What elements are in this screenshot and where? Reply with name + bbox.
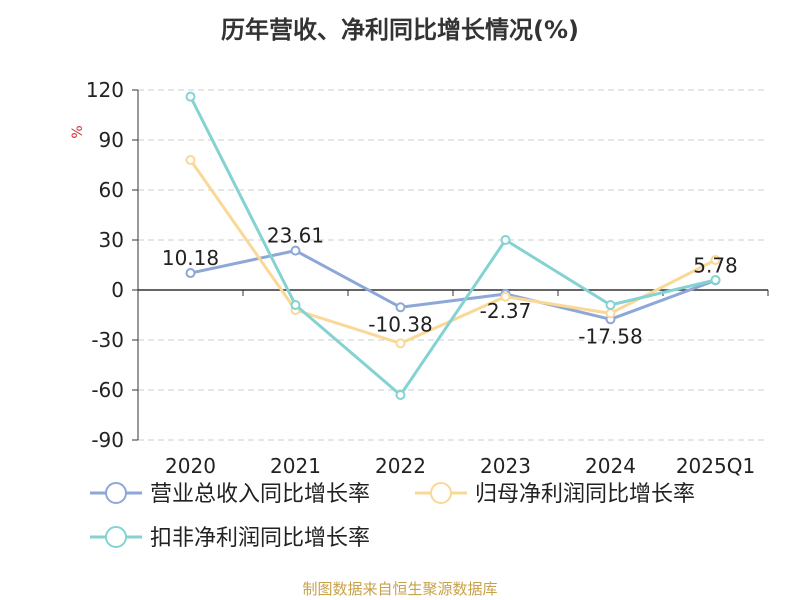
x-tick-label: 2022	[375, 454, 426, 478]
data-point	[710, 275, 721, 285]
y-tick-label: -90	[91, 428, 124, 452]
legend-label: 营业总收入同比增长率	[150, 482, 370, 507]
data-label: -2.37	[480, 299, 532, 323]
chart-title: 历年营收、净利同比增长情况(%)	[221, 16, 579, 44]
x-tick-label: 2020	[165, 454, 216, 478]
data-label: -10.38	[368, 312, 432, 336]
axes: 120 90 60 30 0 -30 -60 -90% 2020 2021 2022 2023 2024…	[70, 78, 769, 478]
data-point	[500, 235, 511, 245]
y-tick-label: 90	[99, 128, 124, 152]
data-label: 23.61	[267, 224, 324, 248]
legend-label: 归母净利润同比增长率	[475, 482, 695, 507]
data-point	[395, 390, 406, 400]
y-tick-label: 0	[111, 278, 124, 302]
data-point	[605, 308, 616, 319]
data-label: 10.18	[162, 246, 219, 270]
data-source: 制图数据来自恒生聚源数据库	[302, 580, 498, 598]
data-point	[500, 291, 511, 302]
legend-marker	[105, 526, 127, 548]
legend-item-2[interactable]: 扣非净利润同比增长率	[90, 526, 370, 551]
data-label: -17.58	[578, 324, 642, 348]
x-tick-label: 2021	[270, 454, 321, 478]
data-point	[395, 302, 406, 313]
data-point	[290, 245, 301, 256]
data-point	[185, 268, 196, 279]
data-point	[395, 338, 406, 349]
y-tick-label: 60	[99, 178, 124, 202]
x-tick-label: 2025Q1	[676, 454, 755, 478]
series-lines	[185, 91, 721, 400]
series-line-2	[189, 95, 716, 397]
data-point	[710, 255, 721, 265]
y-axis-label: %	[70, 125, 86, 138]
data-point	[290, 300, 301, 310]
legend-item-1[interactable]: 归母净利润同比增长率	[415, 482, 695, 507]
grid-lines	[138, 89, 768, 441]
data-labels: 10.18 23.61 -10.38 -2.37 -17.58 5.78	[162, 224, 738, 349]
x-tick-label: 2023	[480, 454, 531, 478]
legend-marker	[105, 482, 127, 504]
y-tick-label: -30	[91, 328, 124, 352]
legend-label: 扣非净利润同比增长率	[150, 526, 370, 551]
series-line-0	[190, 249, 717, 321]
x-tick-label: 2024	[585, 454, 636, 478]
legend-marker	[430, 482, 452, 504]
y-tick-label: 120	[86, 78, 124, 102]
data-label: 5.78	[693, 253, 738, 277]
data-point	[185, 91, 196, 102]
legend-item-0[interactable]: 营业总收入同比增长率	[90, 482, 370, 507]
y-tick-label: -60	[91, 378, 124, 402]
y-tick-label: 30	[99, 228, 124, 252]
data-point	[605, 300, 616, 310]
data-point	[185, 155, 196, 165]
